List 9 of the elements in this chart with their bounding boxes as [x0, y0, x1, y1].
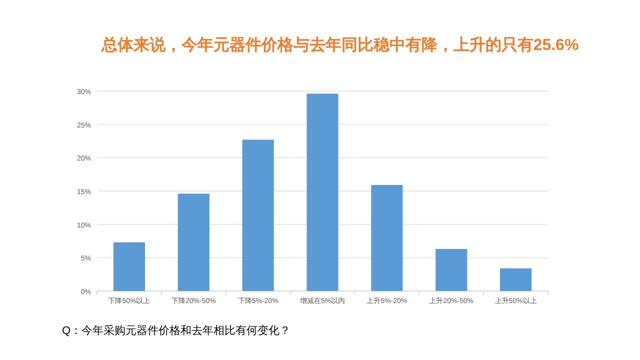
text: Q：今年采购元器件价格和去年相比有何变化？ — [62, 324, 291, 337]
bar — [371, 185, 403, 291]
bar — [178, 194, 210, 291]
bar — [500, 268, 532, 291]
bar — [242, 140, 274, 291]
bar — [113, 242, 145, 291]
chart-title: 总体来说，今年元器件价格与去年同比稳中有降，上升的只有25.6% — [100, 36, 579, 54]
bar — [306, 94, 338, 291]
bar — [436, 249, 468, 291]
